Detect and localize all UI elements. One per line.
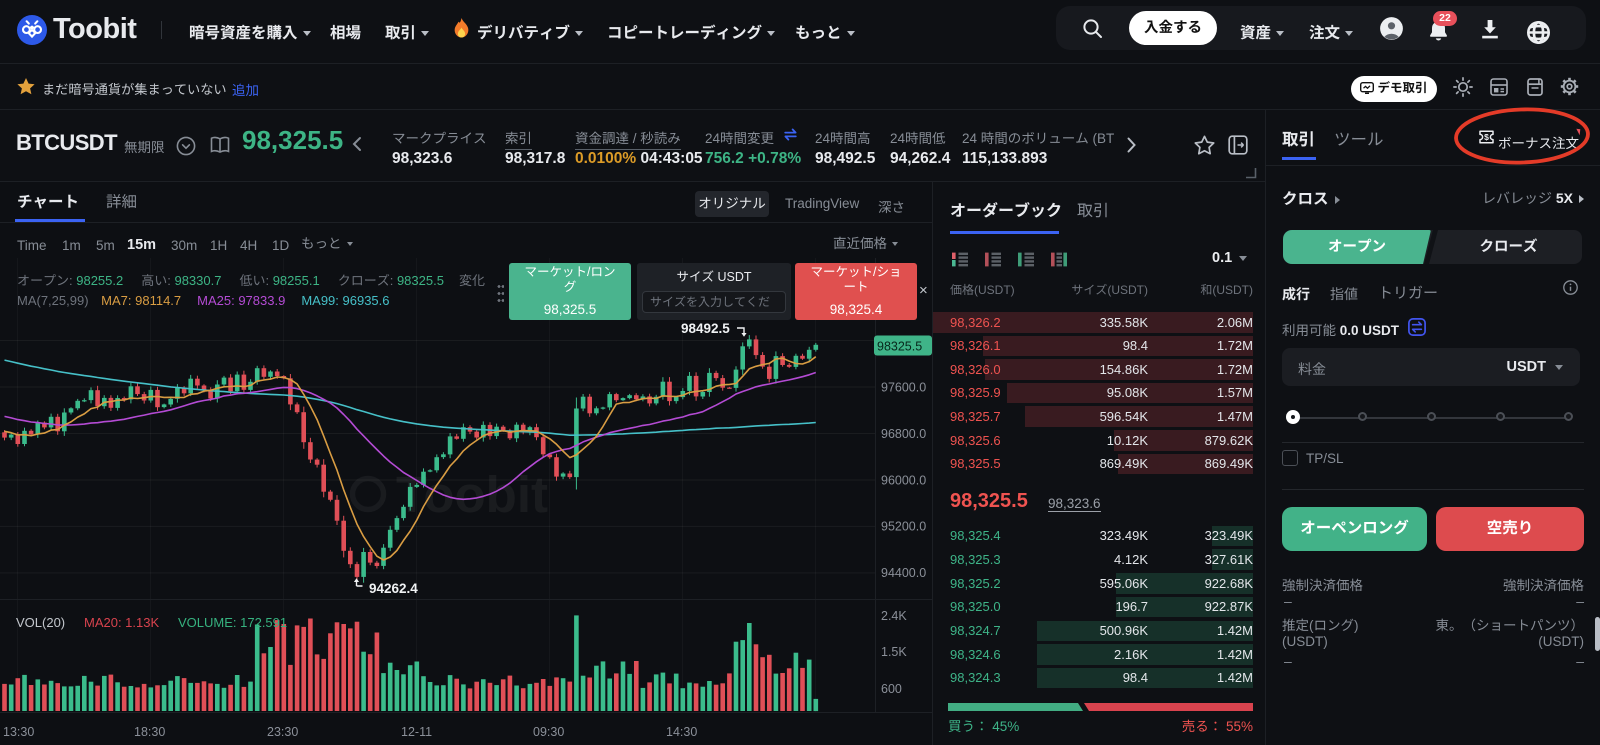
- svg-text:94262.4: 94262.4: [369, 581, 418, 596]
- svg-text:96800.0: 96800.0: [881, 427, 926, 441]
- svg-text:98492.5: 98492.5: [681, 321, 730, 336]
- svg-text:2.4K: 2.4K: [881, 609, 907, 623]
- svg-text:18:30: 18:30: [134, 725, 165, 739]
- svg-text:VOL(20): VOL(20): [16, 615, 65, 630]
- svg-text:98325.5: 98325.5: [877, 340, 922, 354]
- svg-text:MA20: 1.13K: MA20: 1.13K: [84, 615, 159, 630]
- svg-text:23:30: 23:30: [267, 725, 298, 739]
- svg-text:VOLUME: 172.591: VOLUME: 172.591: [178, 615, 287, 630]
- svg-text:14:30: 14:30: [666, 725, 697, 739]
- svg-text:600: 600: [881, 682, 902, 696]
- svg-text:1.5K: 1.5K: [881, 645, 907, 659]
- svg-text:97600.0: 97600.0: [881, 380, 926, 394]
- svg-text:13:30: 13:30: [3, 725, 34, 739]
- svg-text:96000.0: 96000.0: [881, 473, 926, 487]
- svg-text:$: $: [1484, 132, 1489, 142]
- svg-text:12-11: 12-11: [401, 725, 432, 739]
- svg-text:09:30: 09:30: [533, 725, 564, 739]
- svg-text:94400.0: 94400.0: [881, 566, 926, 580]
- svg-text:95200.0: 95200.0: [881, 520, 926, 534]
